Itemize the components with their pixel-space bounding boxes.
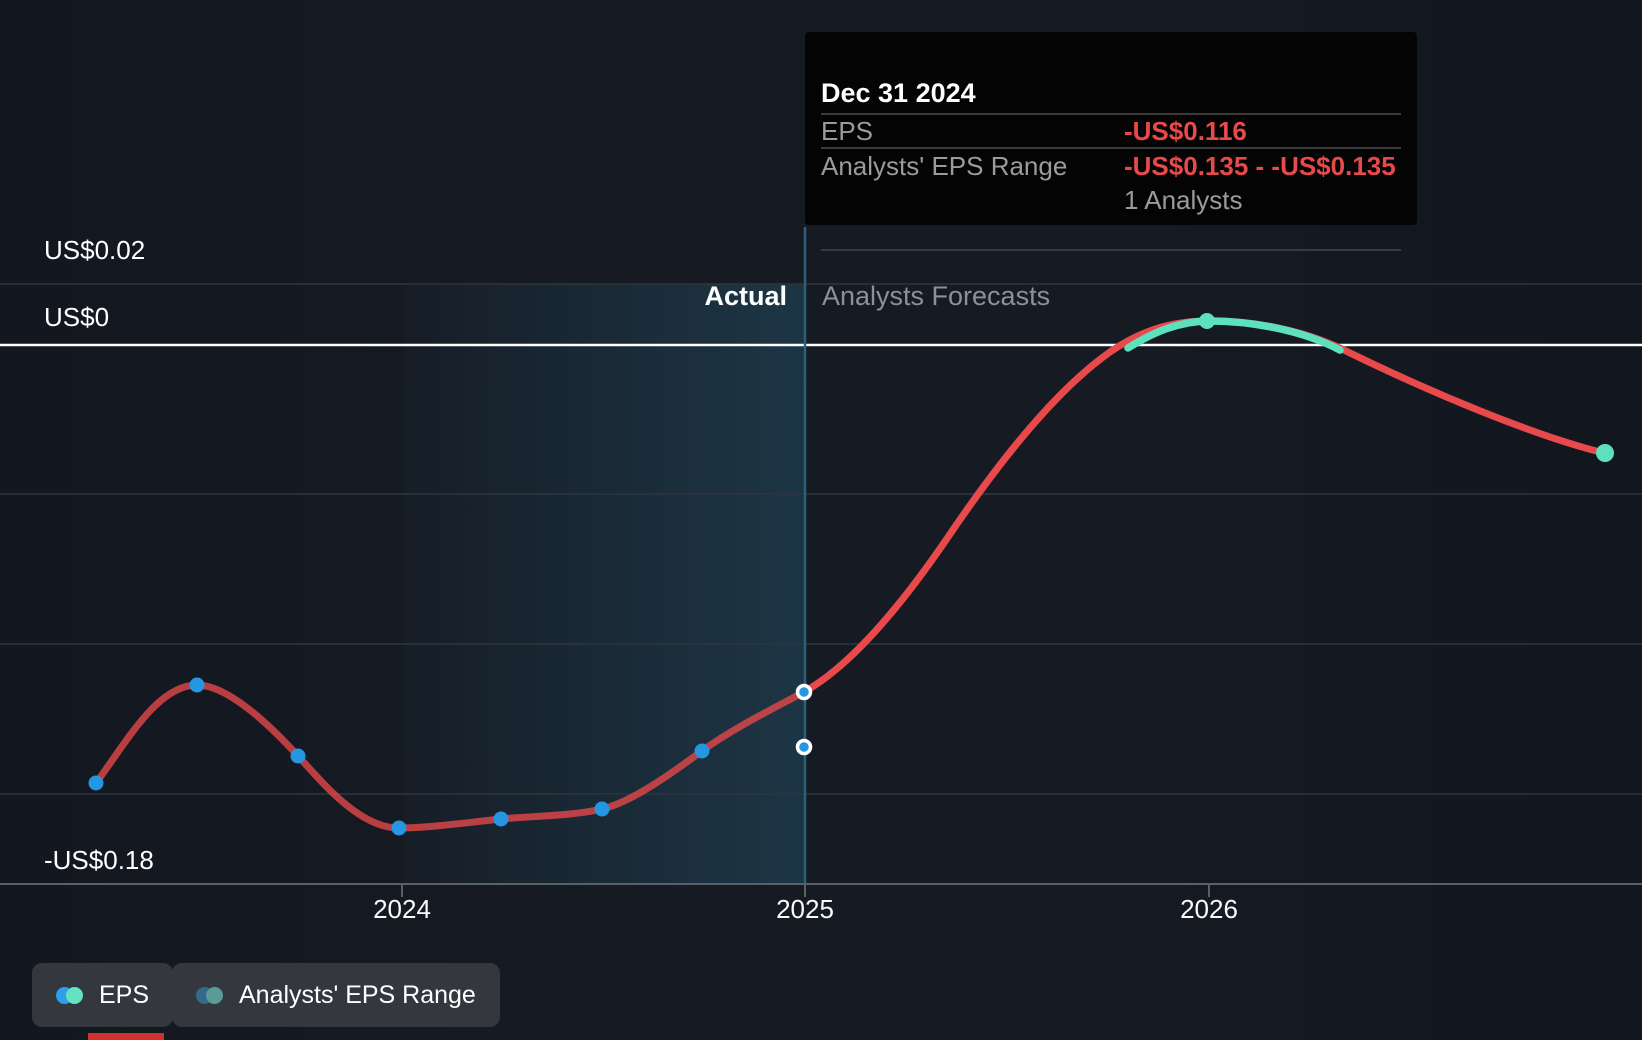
y-axis-label-bottom: -US$0.18 — [44, 845, 154, 875]
legend-eps-label: EPS — [99, 980, 150, 1009]
tooltip-date: Dec 31 2024 — [821, 78, 976, 108]
x-axis-label-2024: 2024 — [373, 894, 431, 924]
data-point[interactable] — [290, 748, 306, 764]
data-point[interactable] — [88, 775, 104, 791]
data-points[interactable] — [88, 313, 1615, 836]
x-axis-label-2025: 2025 — [776, 894, 834, 924]
gridlines — [0, 283, 1642, 795]
bottom-red-strip — [88, 1033, 164, 1040]
tooltip-eps-label: EPS — [821, 116, 874, 146]
data-point[interactable] — [694, 743, 710, 759]
analysts-eps-range-legend-icon — [196, 986, 223, 1004]
data-point[interactable] — [1199, 313, 1215, 329]
tooltip-eps-value: -US$0.116 — [1124, 116, 1247, 146]
data-point[interactable] — [795, 738, 813, 756]
y-axis-label-zero: US$0 — [44, 302, 110, 332]
data-point[interactable] — [391, 820, 407, 836]
tooltip-divider — [821, 113, 1401, 115]
eps-forecast-line — [800, 317, 1604, 696]
tooltip-analysts-count: 1 Analysts — [1124, 185, 1243, 215]
tooltip-divider — [821, 147, 1401, 149]
x-axis-label-2026: 2026 — [1180, 894, 1238, 924]
tooltip-range-value: -US$0.135 - -US$0.135 — [1124, 151, 1396, 181]
x-axis-line — [0, 883, 1642, 897]
legend-item-analysts-eps-range[interactable]: Analysts' EPS Range — [172, 963, 500, 1027]
eps-legend-icon — [56, 986, 83, 1004]
data-point[interactable] — [1596, 444, 1614, 462]
legend-range-label: Analysts' EPS Range — [239, 980, 476, 1009]
highlight-band — [403, 284, 805, 884]
section-label-forecast: Analysts Forecasts — [822, 281, 1051, 311]
data-point[interactable] — [594, 801, 610, 817]
tooltip-divider — [821, 249, 1401, 251]
tooltip-range-label: Analysts' EPS Range — [821, 151, 1068, 181]
chart-tooltip: Dec 31 2024 EPS -US$0.116 Analysts' EPS … — [805, 32, 1417, 251]
y-axis-label-top: US$0.02 — [44, 235, 146, 265]
data-point[interactable] — [493, 811, 509, 827]
data-point[interactable] — [189, 677, 205, 693]
section-label-actual: Actual — [704, 281, 787, 311]
data-point[interactable] — [795, 683, 813, 701]
legend-item-eps[interactable]: EPS — [32, 963, 174, 1027]
